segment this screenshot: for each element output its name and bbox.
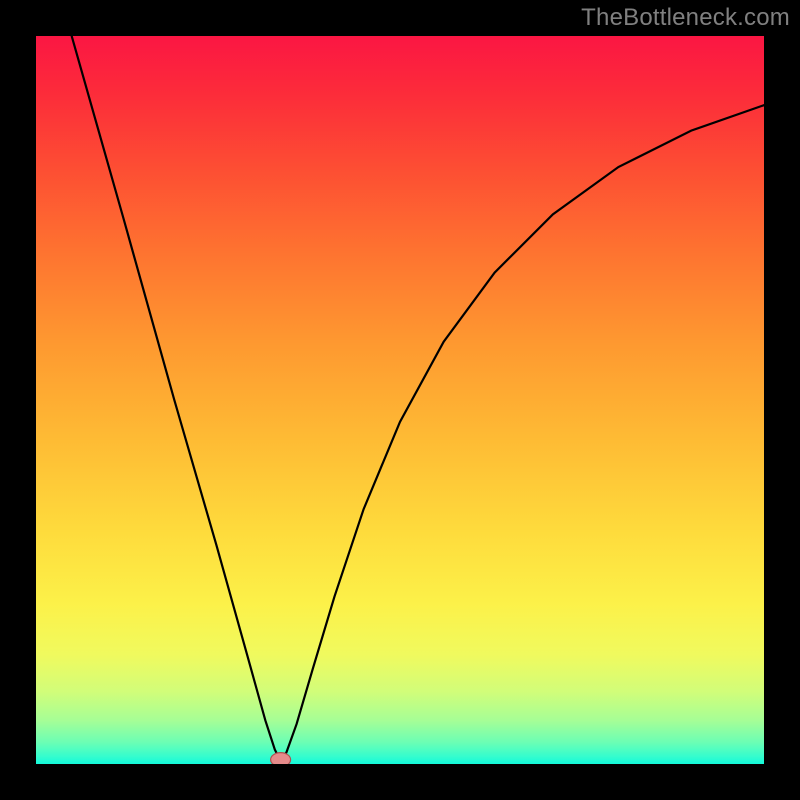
watermark-text: TheBottleneck.com — [581, 4, 790, 32]
plot-svg — [36, 36, 764, 764]
dip-marker — [271, 753, 291, 764]
chart-frame: TheBottleneck.com — [0, 0, 800, 800]
plot-area — [36, 36, 764, 764]
gradient-background — [36, 36, 764, 764]
